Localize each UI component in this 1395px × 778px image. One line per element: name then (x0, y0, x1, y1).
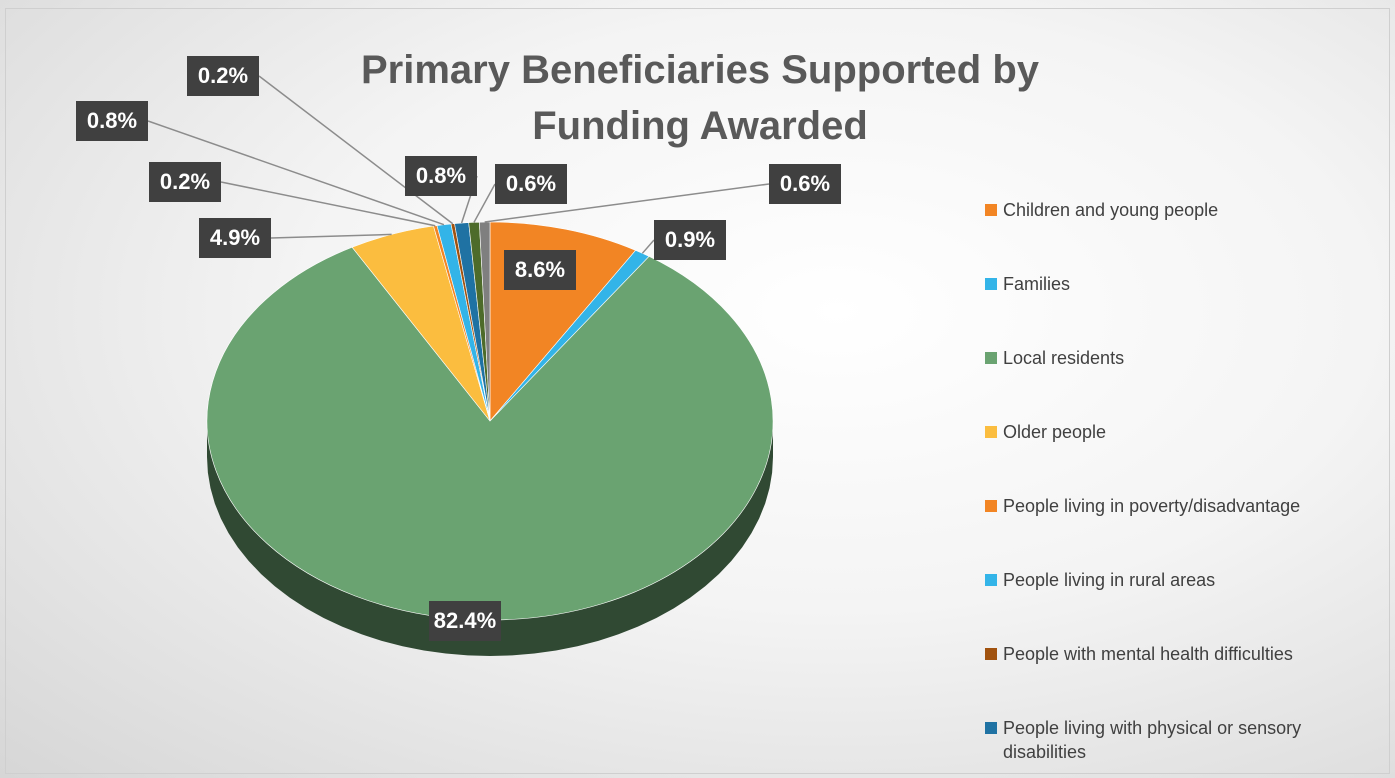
data-label: 0.2% (198, 63, 248, 88)
legend-swatch (985, 352, 997, 364)
data-label-box (504, 250, 576, 290)
legend-swatch (985, 426, 997, 438)
legend-item: People with mental health difficulties (985, 642, 1383, 666)
legend-item: Older people (985, 420, 1383, 444)
legend-item: People living in rural areas (985, 568, 1383, 592)
data-label-box (187, 56, 259, 96)
leader-line (258, 75, 454, 225)
data-label: 0.8% (87, 108, 137, 133)
data-label-box (199, 218, 271, 258)
legend-label: People living in poverty/disadvantage (1003, 496, 1301, 516)
legend-swatch (985, 500, 997, 512)
leader-line (147, 120, 445, 226)
data-label-box (429, 601, 501, 641)
leader-line (220, 181, 436, 227)
legend-label: People living in rural areas (1003, 570, 1216, 590)
legend-label: Older people (1003, 422, 1107, 442)
legend-swatch (985, 648, 997, 660)
legend-item: Children and young people (985, 198, 1383, 222)
legend-item: Families (985, 272, 1383, 296)
chart-title: Primary Beneficiaries Supported by Fundi… (360, 48, 1039, 148)
legend-label: People living with physical or sensory d… (1003, 718, 1302, 762)
data-label: 8.6% (515, 257, 565, 282)
legend-label: People with mental health difficulties (1003, 644, 1293, 664)
legend-item: People living in poverty/disadvantage (985, 494, 1383, 518)
legend-swatch (985, 574, 997, 586)
data-label-box (76, 101, 148, 141)
leader-line (473, 183, 496, 223)
chart-frame (5, 8, 1390, 774)
slice-side (207, 421, 773, 656)
data-label-box (654, 220, 726, 260)
legend-label: Children and young people (1003, 200, 1219, 220)
legend-swatch (985, 722, 997, 734)
leader-line (270, 233, 392, 239)
data-label: 0.8% (416, 163, 466, 188)
data-label: 0.6% (780, 171, 830, 196)
data-label: 0.9% (665, 227, 715, 252)
data-label: 4.9% (210, 225, 260, 250)
legend-item: People living with physical or sensory d… (985, 716, 1383, 764)
legend-swatch (985, 278, 997, 290)
data-label: 0.2% (160, 169, 210, 194)
data-label-box (769, 164, 841, 204)
data-label-box (495, 164, 567, 204)
data-label: 82.4% (434, 608, 496, 633)
data-label-box (149, 162, 221, 202)
data-label: 0.6% (506, 171, 556, 196)
legend-item: Local residents (985, 346, 1383, 370)
legend-label: Families (1003, 274, 1071, 294)
leader-line (641, 239, 655, 254)
leader-line (484, 183, 770, 223)
legend-label: Local residents (1003, 348, 1125, 368)
data-label-box (405, 156, 477, 196)
legend-swatch (985, 204, 997, 216)
